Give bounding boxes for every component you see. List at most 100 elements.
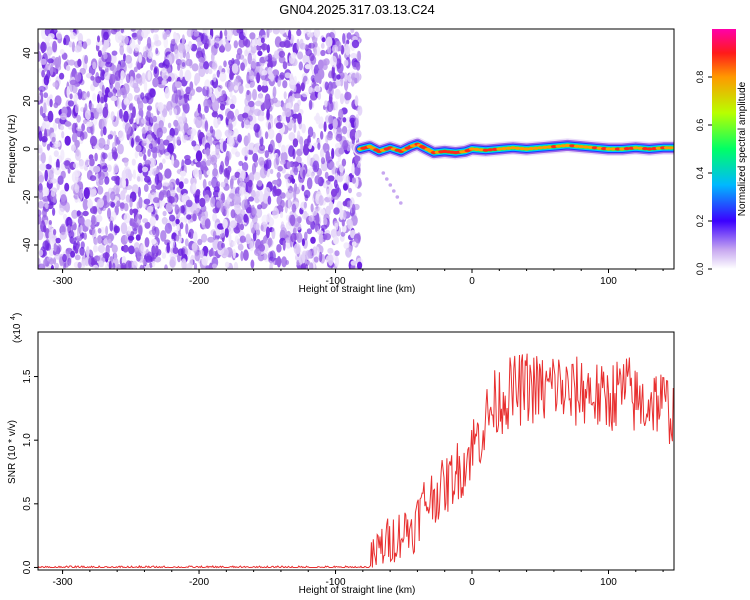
spectrogram-cell: [312, 160, 320, 173]
spectrogram-cell: [141, 118, 147, 124]
spectrogram-cell: [199, 60, 205, 70]
spectrogram-cell: [266, 213, 272, 223]
spectrogram-cell: [308, 87, 313, 94]
spectrogram-cell: [237, 134, 243, 143]
spectrogram-cell: [248, 196, 255, 202]
spectrogram-cell: [233, 85, 239, 91]
spectrogram-cell: [346, 32, 352, 40]
spectrogram-cell: [71, 209, 79, 219]
spectrogram-cell: [314, 175, 321, 185]
spectrogram-cell: [218, 95, 225, 103]
signal-peak: [651, 147, 658, 151]
spectrogram-cell: [93, 165, 101, 173]
spectrogram-cell: [45, 189, 49, 196]
spectrogram-cell: [283, 40, 291, 48]
spectrogram-cell: [224, 81, 231, 88]
spectrogram-cell: [144, 237, 150, 248]
spectrogram-cell: [166, 100, 173, 112]
spectrogram-cell: [334, 222, 339, 231]
spectrogram-cell: [116, 200, 121, 207]
spectrogram-cell: [84, 219, 92, 227]
spectrogram-cell: [307, 126, 314, 138]
spectrogram-cell: [306, 228, 313, 235]
spectrogram-cell: [113, 184, 121, 195]
spectrogram-cell: [276, 171, 281, 179]
spectrogram-cell: [111, 244, 118, 254]
spectrogram-cell: [59, 72, 65, 80]
spectrogram-cell: [313, 115, 321, 121]
spectrogram-cell: [310, 236, 316, 244]
spectrogram-cell: [335, 142, 342, 150]
spectrogram-cell: [314, 42, 318, 48]
spectrogram-cell: [291, 178, 296, 184]
spectrogram-cell: [93, 237, 98, 245]
spectrogram-cell: [275, 153, 280, 166]
spectrogram-cell: [122, 83, 130, 95]
spectrogram-cell: [230, 209, 236, 219]
spectrogram-cell: [226, 169, 230, 180]
spectrogram-cell: [229, 91, 233, 98]
spectrogram-cell: [136, 201, 141, 210]
spectrogram-cell: [220, 193, 225, 201]
spectrogram-cell: [308, 99, 313, 111]
spectrogram-cell: [147, 51, 154, 59]
spectrogram-cell: [155, 214, 159, 221]
spectrogram-cell: [293, 84, 297, 93]
spectrogram-cell: [180, 222, 184, 230]
spectrogram-cell: [123, 213, 131, 224]
spectrogram-cell: [272, 69, 280, 77]
spectrogram-cell: [85, 158, 90, 167]
spectrogram-cell: [162, 158, 166, 164]
spectrogram-cell: [105, 61, 113, 68]
spectrogram-cell: [320, 157, 326, 165]
spectrogram-cell: [275, 132, 282, 144]
spectrogram-cell: [162, 210, 167, 217]
spectrogram-cell: [302, 252, 306, 264]
spectrogram-cell: [139, 264, 144, 269]
spectrogram-cell: [239, 235, 246, 243]
spectrogram-cell: [354, 77, 358, 84]
spectrogram-cell: [122, 244, 129, 253]
spectrogram-cell: [280, 192, 286, 199]
spectrogram-cell: [247, 115, 253, 122]
spectrogram-cell: [143, 80, 148, 93]
spectrogram-cell: [42, 240, 50, 251]
spectrogram-cell: [119, 108, 123, 119]
spectrogram-cell: [338, 147, 345, 155]
spectrogram-cell: [67, 100, 74, 107]
x-tick-label: 100: [600, 276, 617, 287]
spectrogram-cell: [51, 136, 56, 143]
spectrogram-cell: [174, 94, 179, 104]
spectrogram-cell: [137, 162, 143, 173]
spectrogram-cell: [211, 176, 218, 189]
spectrogram-cell: [130, 29, 136, 32]
spectrogram-cell: [59, 49, 65, 55]
colorbar: 0.0 0.2 0.4 0.6 0.8 Normalized spectral ampl…: [695, 29, 748, 275]
x-tick-label: -100: [326, 577, 346, 588]
spectrogram-cell: [289, 72, 294, 83]
spectrogram-cell: [170, 189, 176, 197]
spectrogram-cell: [319, 148, 325, 159]
spectrogram-cell: [47, 58, 54, 64]
spectrogram-cell: [61, 131, 65, 139]
spectrogram-cell: [77, 58, 82, 67]
spectrogram-cell: [146, 110, 151, 119]
spectrogram-cell: [318, 233, 324, 245]
spectrogram-cell: [71, 82, 78, 94]
spectrogram-cell: [132, 169, 136, 180]
spectrogram-cell: [163, 59, 170, 69]
spectrogram-cell: [255, 190, 260, 198]
spectrogram-cell: [116, 89, 122, 98]
spectrogram-cell: [250, 190, 256, 198]
spectrogram-cell: [214, 87, 223, 98]
signal-peak: [582, 145, 589, 149]
spectrogram-cell: [301, 238, 305, 247]
spectrogram-cell: [74, 254, 81, 261]
spectrogram-cell: [339, 208, 344, 220]
spectrogram-cell: [280, 224, 286, 231]
spectrogram-cell: [333, 179, 338, 189]
spectrogram-cell: [217, 117, 221, 125]
spectrogram-cell: [179, 59, 187, 70]
spectrogram-cell: [177, 254, 181, 263]
spectrogram-cell: [303, 189, 311, 199]
